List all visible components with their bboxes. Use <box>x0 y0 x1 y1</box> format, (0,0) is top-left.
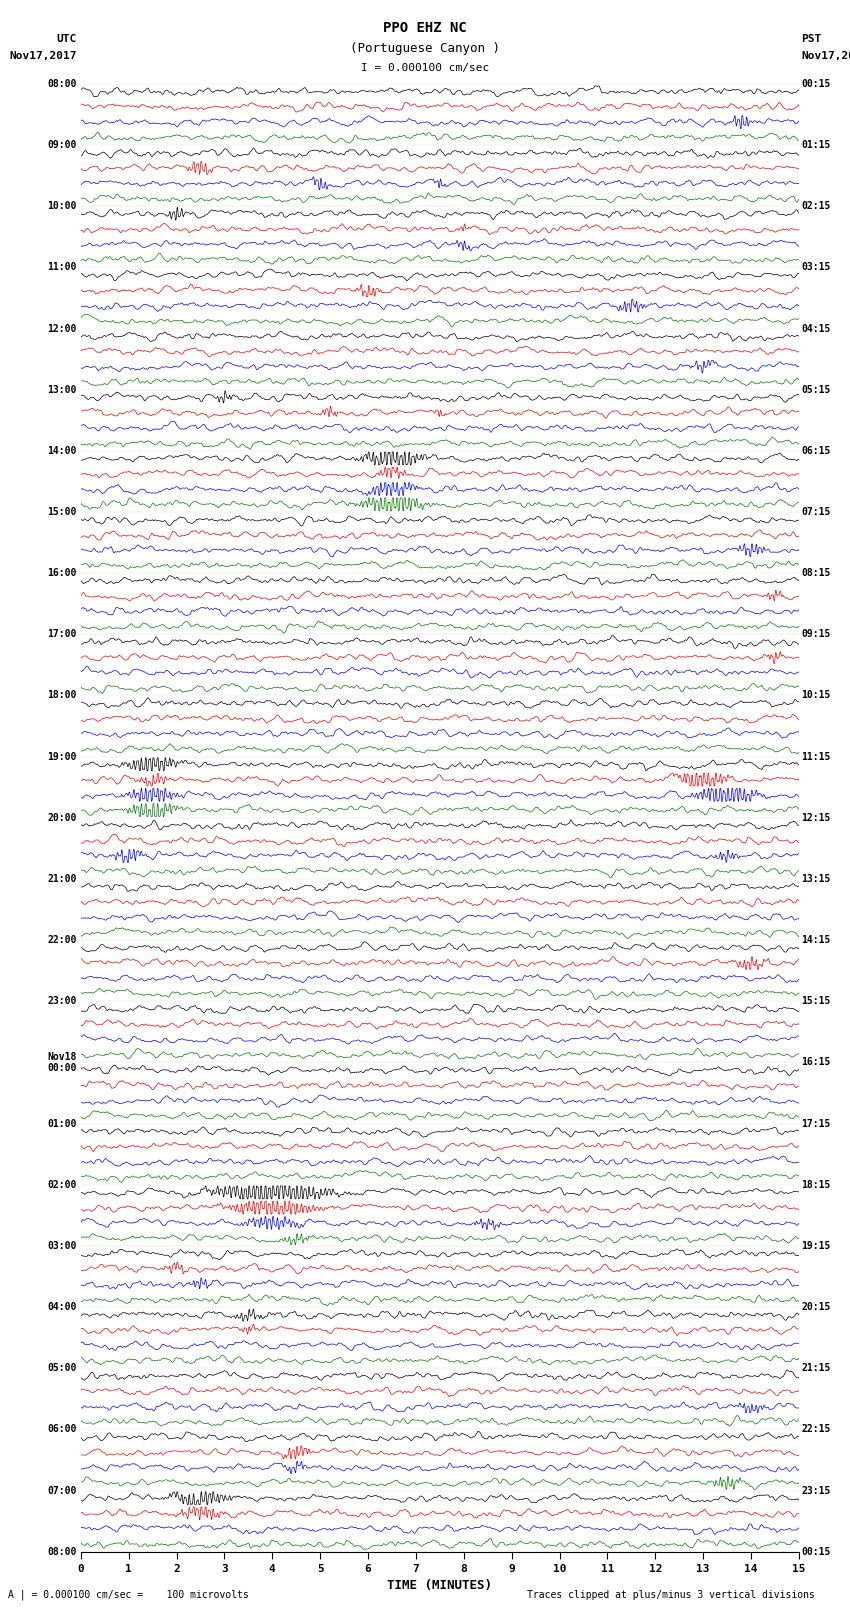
Text: 11:15: 11:15 <box>802 752 831 761</box>
Text: 16:15: 16:15 <box>802 1058 831 1068</box>
Text: 04:00: 04:00 <box>47 1302 76 1311</box>
Text: 01:15: 01:15 <box>802 140 831 150</box>
Text: 04:15: 04:15 <box>802 324 831 334</box>
Text: 09:15: 09:15 <box>802 629 831 639</box>
Text: 14:15: 14:15 <box>802 936 831 945</box>
Text: 20:00: 20:00 <box>47 813 76 823</box>
Text: 02:15: 02:15 <box>802 202 831 211</box>
Text: 15:15: 15:15 <box>802 997 831 1007</box>
Text: PST: PST <box>802 34 822 44</box>
Text: Nov17,2017: Nov17,2017 <box>9 52 76 61</box>
Text: 05:15: 05:15 <box>802 384 831 395</box>
Text: 18:00: 18:00 <box>47 690 76 700</box>
Text: 15:00: 15:00 <box>47 506 76 518</box>
Text: 06:15: 06:15 <box>802 445 831 456</box>
Text: 08:00: 08:00 <box>47 1547 76 1557</box>
Text: 09:00: 09:00 <box>47 140 76 150</box>
Text: 07:15: 07:15 <box>802 506 831 518</box>
Text: 22:00: 22:00 <box>47 936 76 945</box>
Text: 21:15: 21:15 <box>802 1363 831 1373</box>
Text: A | = 0.000100 cm/sec =    100 microvolts: A | = 0.000100 cm/sec = 100 microvolts <box>8 1589 249 1600</box>
Text: 14:00: 14:00 <box>47 445 76 456</box>
Text: 11:00: 11:00 <box>47 263 76 273</box>
Text: 03:00: 03:00 <box>47 1240 76 1252</box>
Text: 13:00: 13:00 <box>47 384 76 395</box>
Text: 16:00: 16:00 <box>47 568 76 577</box>
Text: 23:15: 23:15 <box>802 1486 831 1495</box>
Text: 06:00: 06:00 <box>47 1424 76 1434</box>
Text: 08:15: 08:15 <box>802 568 831 577</box>
Text: 05:00: 05:00 <box>47 1363 76 1373</box>
Text: 21:00: 21:00 <box>47 874 76 884</box>
Text: PPO EHZ NC: PPO EHZ NC <box>383 21 467 35</box>
Text: Traces clipped at plus/minus 3 vertical divisions: Traces clipped at plus/minus 3 vertical … <box>527 1590 815 1600</box>
Text: 12:00: 12:00 <box>47 324 76 334</box>
Text: 23:00: 23:00 <box>47 997 76 1007</box>
Text: 03:15: 03:15 <box>802 263 831 273</box>
Text: 01:00: 01:00 <box>47 1118 76 1129</box>
Text: 19:15: 19:15 <box>802 1240 831 1252</box>
Text: 20:15: 20:15 <box>802 1302 831 1311</box>
Text: I = 0.000100 cm/sec: I = 0.000100 cm/sec <box>361 63 489 73</box>
X-axis label: TIME (MINUTES): TIME (MINUTES) <box>388 1579 492 1592</box>
Text: Nov18
00:00: Nov18 00:00 <box>47 1052 76 1073</box>
Text: 00:15: 00:15 <box>802 79 831 89</box>
Text: 12:15: 12:15 <box>802 813 831 823</box>
Text: Nov17,2017: Nov17,2017 <box>802 52 850 61</box>
Text: 17:00: 17:00 <box>47 629 76 639</box>
Text: 18:15: 18:15 <box>802 1179 831 1190</box>
Text: (Portuguese Canyon ): (Portuguese Canyon ) <box>350 42 500 55</box>
Text: 00:15: 00:15 <box>802 1547 831 1557</box>
Text: 10:15: 10:15 <box>802 690 831 700</box>
Text: 10:00: 10:00 <box>47 202 76 211</box>
Text: 13:15: 13:15 <box>802 874 831 884</box>
Text: UTC: UTC <box>56 34 76 44</box>
Text: 22:15: 22:15 <box>802 1424 831 1434</box>
Text: 17:15: 17:15 <box>802 1118 831 1129</box>
Text: 07:00: 07:00 <box>47 1486 76 1495</box>
Text: 02:00: 02:00 <box>47 1179 76 1190</box>
Text: 08:00: 08:00 <box>47 79 76 89</box>
Text: 19:00: 19:00 <box>47 752 76 761</box>
